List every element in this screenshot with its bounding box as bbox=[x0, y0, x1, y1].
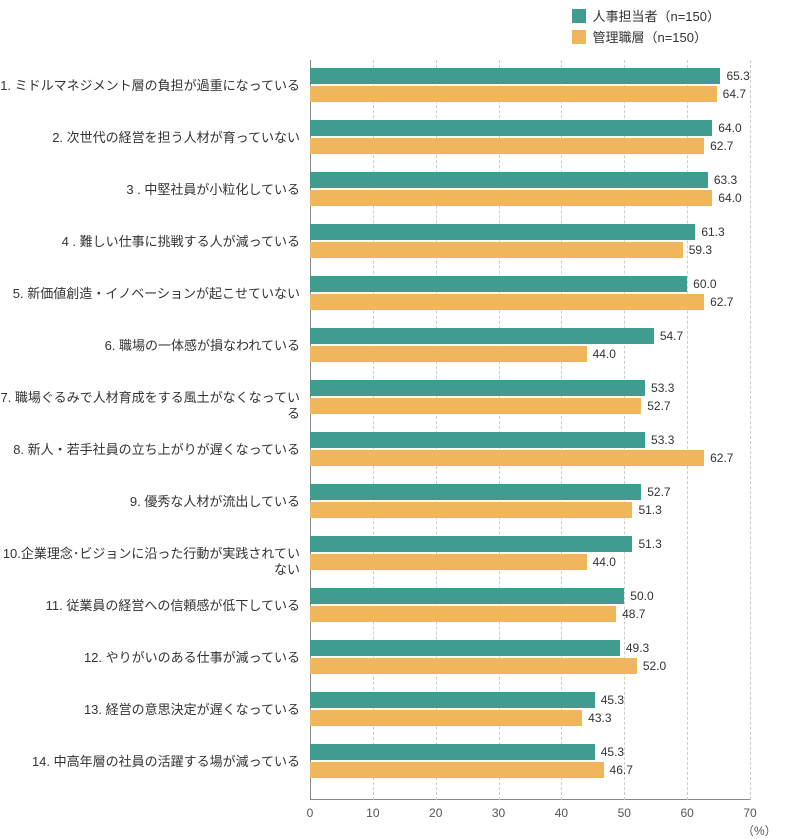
bar-series2 bbox=[310, 762, 604, 778]
value-label: 63.3 bbox=[714, 173, 737, 187]
legend-label: 人事担当者（n=150） bbox=[592, 6, 720, 25]
bar-series2 bbox=[310, 294, 704, 310]
bar-series2 bbox=[310, 242, 683, 258]
value-label: 46.7 bbox=[610, 763, 633, 777]
bar-series2 bbox=[310, 346, 587, 362]
legend-label: 管理職層（n=150） bbox=[592, 27, 707, 46]
category-label: 9. 優秀な人材が流出している bbox=[0, 494, 300, 510]
bar-series1 bbox=[310, 640, 620, 656]
category-label: 6. 職場の一体感が損なわれている bbox=[0, 338, 300, 354]
category-label: 8. 新人・若手社員の立ち上がりが遅くなっている bbox=[0, 442, 300, 458]
bar-series2 bbox=[310, 710, 582, 726]
x-axis-unit: （%） bbox=[742, 822, 777, 839]
x-tick-label: 50 bbox=[618, 806, 631, 820]
bar-series1 bbox=[310, 276, 687, 292]
value-label: 64.7 bbox=[723, 87, 746, 101]
category-label: 13. 経営の意思決定が遅くなっている bbox=[0, 702, 300, 718]
grid-line bbox=[499, 60, 500, 800]
value-label: 43.3 bbox=[588, 711, 611, 725]
x-axis bbox=[310, 799, 750, 800]
bar-series1 bbox=[310, 328, 654, 344]
category-label: 11. 従業員の経営への信頼感が低下している bbox=[0, 598, 300, 614]
value-label: 51.3 bbox=[638, 537, 661, 551]
x-tick-label: 30 bbox=[492, 806, 505, 820]
value-label: 53.3 bbox=[651, 381, 674, 395]
value-label: 45.3 bbox=[601, 693, 624, 707]
bar-series1 bbox=[310, 588, 624, 604]
x-tick-label: 40 bbox=[555, 806, 568, 820]
value-label: 62.7 bbox=[710, 295, 733, 309]
value-label: 44.0 bbox=[593, 555, 616, 569]
value-label: 62.7 bbox=[710, 451, 733, 465]
bar-series1 bbox=[310, 120, 712, 136]
bar-series1 bbox=[310, 380, 645, 396]
bar-series2 bbox=[310, 502, 632, 518]
legend-item: 人事担当者（n=150） bbox=[572, 6, 720, 25]
value-label: 50.0 bbox=[630, 589, 653, 603]
x-tick-label: 10 bbox=[366, 806, 379, 820]
value-label: 64.0 bbox=[718, 191, 741, 205]
value-label: 45.3 bbox=[601, 745, 624, 759]
value-label: 48.7 bbox=[622, 607, 645, 621]
value-label: 49.3 bbox=[626, 641, 649, 655]
value-label: 51.3 bbox=[638, 503, 661, 517]
x-tick-label: 60 bbox=[680, 806, 693, 820]
category-label: 12. やりがいのある仕事が減っている bbox=[0, 650, 300, 666]
grid-line bbox=[687, 60, 688, 800]
bar-series2 bbox=[310, 658, 637, 674]
y-axis bbox=[310, 60, 311, 800]
x-tick-label: 0 bbox=[307, 806, 314, 820]
grid-line bbox=[624, 60, 625, 800]
grid-line bbox=[373, 60, 374, 800]
bar-series1 bbox=[310, 484, 641, 500]
bar-series2 bbox=[310, 190, 712, 206]
bar-series1 bbox=[310, 692, 595, 708]
bar-series2 bbox=[310, 138, 704, 154]
bar-series2 bbox=[310, 450, 704, 466]
value-label: 60.0 bbox=[693, 277, 716, 291]
category-label: 1. ミドルマネジメント層の負担が過重になっている bbox=[0, 78, 300, 94]
legend: 人事担当者（n=150） 管理職層（n=150） bbox=[572, 6, 720, 48]
value-label: 54.7 bbox=[660, 329, 683, 343]
grid-line bbox=[436, 60, 437, 800]
bar-series1 bbox=[310, 432, 645, 448]
chart-container: 人事担当者（n=150）管理職層（n=150） 010203040506070（… bbox=[0, 0, 790, 834]
category-label: 10.企業理念･ビジョンに沿った行動が実践されていない bbox=[0, 546, 300, 577]
category-label: 2. 次世代の経営を担う人材が育っていない bbox=[0, 130, 300, 146]
value-label: 64.0 bbox=[718, 121, 741, 135]
value-label: 44.0 bbox=[593, 347, 616, 361]
category-label: 3 . 中堅社員が小粒化している bbox=[0, 182, 300, 198]
value-label: 53.3 bbox=[651, 433, 674, 447]
x-tick-label: 20 bbox=[429, 806, 442, 820]
value-label: 52.0 bbox=[643, 659, 666, 673]
legend-item: 管理職層（n=150） bbox=[572, 27, 720, 46]
category-label: 5. 新価値創造・イノベーションが起こせていない bbox=[0, 286, 300, 302]
value-label: 65.3 bbox=[726, 69, 749, 83]
grid-line bbox=[561, 60, 562, 800]
legend-swatch bbox=[572, 30, 586, 44]
category-label: 4 . 難しい仕事に挑戦する人が減っている bbox=[0, 234, 300, 250]
bar-series1 bbox=[310, 744, 595, 760]
value-label: 52.7 bbox=[647, 485, 670, 499]
legend-swatch bbox=[572, 9, 586, 23]
bar-series2 bbox=[310, 86, 717, 102]
value-label: 52.7 bbox=[647, 399, 670, 413]
bar-series2 bbox=[310, 554, 587, 570]
bar-series2 bbox=[310, 398, 641, 414]
grid-line bbox=[750, 60, 751, 800]
value-label: 62.7 bbox=[710, 139, 733, 153]
bar-series1 bbox=[310, 536, 632, 552]
category-label: 7. 職場ぐるみで人材育成をする風土がなくなっている bbox=[0, 390, 300, 421]
value-label: 59.3 bbox=[689, 243, 712, 257]
bar-series2 bbox=[310, 606, 616, 622]
category-label: 14. 中高年層の社員の活躍する場が減っている bbox=[0, 754, 300, 770]
value-label: 61.3 bbox=[701, 225, 724, 239]
bar-series1 bbox=[310, 172, 708, 188]
bar-series1 bbox=[310, 68, 720, 84]
plot-area: 010203040506070（%）65.364.764.062.763.364… bbox=[310, 60, 750, 800]
x-tick-label: 70 bbox=[743, 806, 756, 820]
bar-series1 bbox=[310, 224, 695, 240]
